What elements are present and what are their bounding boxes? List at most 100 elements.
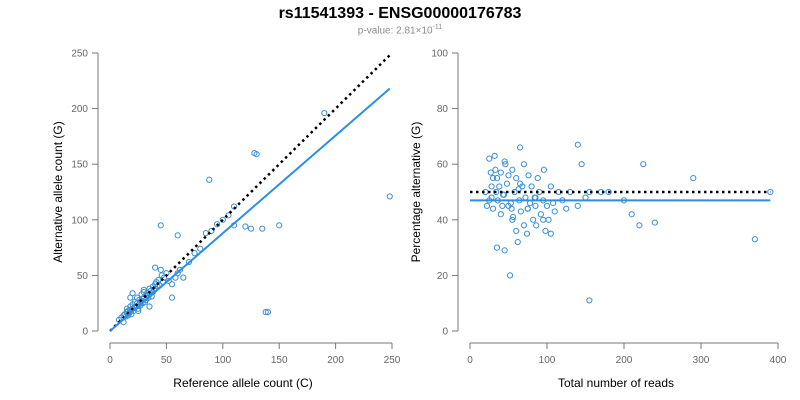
data-point <box>262 308 269 316</box>
data-point <box>510 213 517 221</box>
data-point <box>640 161 647 168</box>
data-point <box>574 141 581 148</box>
x-tick-label: 100 <box>539 355 556 366</box>
data-point <box>197 245 204 252</box>
fit-line <box>109 87 391 332</box>
data-point <box>513 227 520 235</box>
data-point <box>628 211 635 218</box>
data-point <box>520 161 528 168</box>
data-point <box>493 175 501 182</box>
data-point <box>547 230 554 237</box>
data-point <box>497 169 504 176</box>
data-point <box>547 183 554 190</box>
data-point <box>491 152 498 159</box>
data-point <box>503 180 511 187</box>
x-axis-title: Reference allele count (C) <box>173 376 312 390</box>
data-point <box>534 175 541 182</box>
data-point <box>537 211 544 218</box>
y-tick-label: 150 <box>71 160 88 171</box>
data-point <box>191 250 198 257</box>
data-point <box>490 175 497 182</box>
data-point <box>651 219 658 226</box>
data-point <box>206 176 213 183</box>
x-tick-label: 150 <box>271 355 288 366</box>
data-point <box>505 172 512 179</box>
data-point <box>524 205 531 212</box>
data-point <box>543 202 551 209</box>
data-point <box>242 223 249 230</box>
data-point <box>542 227 549 235</box>
x-tick-label: 300 <box>693 355 710 366</box>
data-point <box>528 183 535 190</box>
data-point <box>578 161 585 168</box>
data-point <box>500 191 507 198</box>
y-tick-label: 40 <box>437 215 449 226</box>
x-tick-label: 250 <box>384 355 401 366</box>
data-point <box>488 183 495 190</box>
data-point <box>180 274 187 281</box>
data-point <box>690 175 697 182</box>
data-point <box>530 216 537 223</box>
y-tick-label: 50 <box>77 271 89 282</box>
data-point <box>563 205 570 212</box>
data-point <box>520 222 528 229</box>
data-point <box>517 208 524 215</box>
data-point <box>219 216 226 223</box>
data-point <box>483 202 491 209</box>
x-tick-label: 200 <box>616 355 633 366</box>
data-point <box>486 155 493 162</box>
data-point <box>127 294 134 301</box>
p-value-exponent: -11 <box>432 24 443 31</box>
y-tick-label: 0 <box>82 327 88 338</box>
data-point <box>605 188 612 196</box>
data-point <box>501 158 508 165</box>
data-point <box>514 238 521 246</box>
data-point <box>146 303 153 310</box>
data-point <box>523 230 531 237</box>
data-point <box>230 203 238 210</box>
data-point <box>208 227 215 235</box>
data-point <box>492 166 499 173</box>
points <box>482 141 774 304</box>
data-point <box>751 236 759 243</box>
data-point <box>145 294 152 301</box>
x-tick-label: 200 <box>327 355 344 366</box>
data-point <box>168 281 176 288</box>
data-point <box>135 307 142 315</box>
data-point <box>532 202 539 209</box>
data-point <box>176 266 184 273</box>
data-point <box>636 222 643 229</box>
data-point <box>174 232 181 239</box>
data-point <box>386 193 393 200</box>
data-point <box>551 208 558 215</box>
data-point <box>264 308 272 316</box>
x-tick-label: 50 <box>161 355 173 366</box>
data-point <box>501 247 508 254</box>
data-point <box>251 149 258 157</box>
data-point <box>157 222 164 229</box>
data-point <box>509 166 516 173</box>
data-point <box>767 188 774 196</box>
x-tick-label: 0 <box>107 355 113 366</box>
data-point <box>533 222 540 229</box>
data-point <box>506 272 514 279</box>
data-point <box>574 202 581 209</box>
data-point <box>140 286 147 293</box>
x-axis-title: Total number of reads <box>558 376 674 390</box>
y-tick-label: 80 <box>437 104 449 115</box>
chart-subtitle: p-value: 2.81×10-11 <box>0 24 800 36</box>
data-point <box>247 225 255 232</box>
y-tick-label: 100 <box>431 49 448 60</box>
data-point <box>168 294 176 301</box>
y-axis-title: Alternative allele count (G) <box>51 121 65 262</box>
x-tick-label: 100 <box>214 355 231 366</box>
x-tick-label: 0 <box>467 355 473 366</box>
data-point <box>513 175 520 182</box>
chart-title: rs11541393 - ENSG00000176783 <box>278 5 522 22</box>
data-point <box>152 264 159 271</box>
data-point <box>490 205 497 212</box>
data-point <box>545 216 552 223</box>
data-point <box>509 216 516 223</box>
data-point <box>493 244 501 251</box>
